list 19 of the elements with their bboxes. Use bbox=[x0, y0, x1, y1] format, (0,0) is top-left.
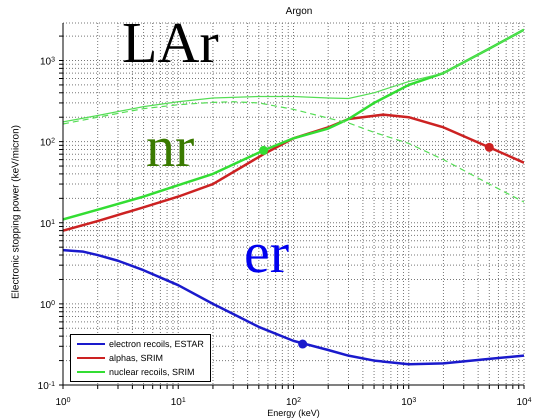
x-tick-label: 10$^{0}$ bbox=[55, 396, 71, 408]
y-tick-label: 10$^{2}$ bbox=[40, 137, 56, 149]
legend-label: nuclear recoils, SRIM bbox=[109, 366, 195, 379]
y-tick-label: 10$^{-1}$ bbox=[38, 380, 56, 392]
annotation: nr bbox=[146, 114, 194, 179]
y-axis-title: Electronic stopping power (keV/micron) bbox=[10, 125, 22, 299]
x-tick-label: 10$^{1}$ bbox=[170, 396, 186, 408]
y-tick-label: 10$^{3}$ bbox=[40, 56, 56, 68]
y-tick-label: 10$^{0}$ bbox=[40, 299, 56, 311]
chart-title: Argon bbox=[286, 6, 312, 17]
annotation: er bbox=[244, 220, 290, 285]
legend-label: electron recoils, ESTAR bbox=[109, 338, 204, 351]
x-axis-title: Energy (keV) bbox=[267, 408, 320, 418]
x-tick-label: 10$^{4}$ bbox=[516, 396, 532, 408]
annotation: LAr bbox=[122, 10, 219, 75]
legend-label: alphas, SRIM bbox=[109, 352, 164, 365]
x-tick-label: 10$^{3}$ bbox=[401, 396, 416, 408]
y-tick-label: 10$^{1}$ bbox=[40, 218, 56, 230]
x-tick-label: 10$^{2}$ bbox=[286, 396, 302, 408]
